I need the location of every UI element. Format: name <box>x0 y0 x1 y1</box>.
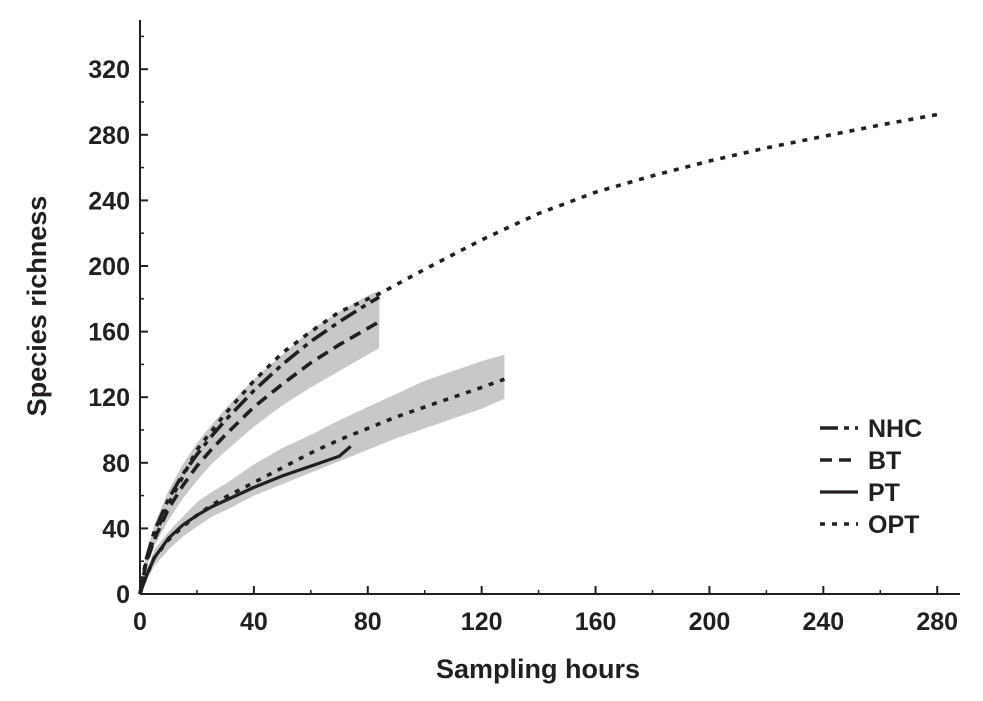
series-line-opt-2 <box>138 377 506 595</box>
axes <box>139 20 960 595</box>
x-tick-label: 200 <box>689 608 731 636</box>
x-tick-label: 240 <box>802 608 844 636</box>
legend-label-opt: OPT <box>868 511 919 539</box>
ticks: 0 40 80 120 160 200 240 280 0 40 80 120 160 200 240 280… <box>88 35 958 636</box>
legend-label-bt: BT <box>868 447 901 475</box>
x-tick-label: 40 <box>240 608 268 636</box>
y-tick-label: 120 <box>88 384 130 412</box>
ci-band-opt-2 <box>140 354 505 594</box>
y-axis-title: Species richness <box>22 196 52 417</box>
legend-label-nhc: NHC <box>868 415 922 443</box>
x-tick-label: 280 <box>916 608 958 636</box>
series-line-opt <box>138 111 944 595</box>
y-tick-label: 200 <box>88 253 130 281</box>
x-tick-label: 120 <box>461 608 503 636</box>
y-tick-label: 80 <box>102 450 130 478</box>
y-tick-label: 0 <box>116 581 130 609</box>
x-tick-label: 160 <box>575 608 617 636</box>
ci-band-bt <box>140 295 380 594</box>
y-tick-label: 40 <box>102 515 130 543</box>
legend-label-pt: PT <box>868 479 900 507</box>
y-tick-label: 240 <box>88 187 130 215</box>
y-tick-label: 160 <box>88 319 130 347</box>
y-tick-label: 320 <box>88 56 130 84</box>
x-tick-label: 80 <box>354 608 382 636</box>
x-axis-title: Sampling hours <box>436 654 640 684</box>
y-tick-label: 280 <box>88 122 130 150</box>
series-line-nhc <box>138 295 381 595</box>
legend: NHC BT PT OPT <box>820 415 922 539</box>
series-lines <box>138 111 944 595</box>
x-tick-label: 0 <box>133 608 147 636</box>
confidence-bands <box>140 290 505 594</box>
